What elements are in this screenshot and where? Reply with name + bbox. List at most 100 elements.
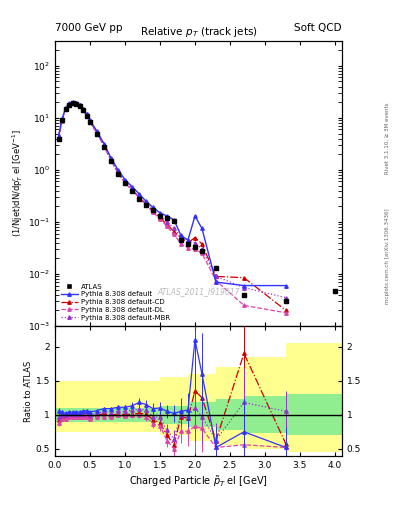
Pythia 8.308 default-CD: [165, 221, 169, 227]
Pythia 8.308 default: [165, 213, 169, 219]
Pythia 8.308 default: [56, 133, 61, 139]
Pythia 8.308 default-MBR: [88, 118, 92, 124]
Pythia 8.308 default-CD: [172, 229, 176, 235]
Y-axis label: Ratio to ATLAS: Ratio to ATLAS: [24, 360, 33, 421]
Pythia 8.308 default-CD: [143, 201, 148, 207]
Y-axis label: (1/Njet)dN/dp$^r_T$ el [GeV$^{-1}$]: (1/Njet)dN/dp$^r_T$ el [GeV$^{-1}$]: [10, 130, 25, 238]
Pythia 8.308 default-DL: [95, 131, 99, 137]
Pythia 8.308 default: [214, 279, 219, 285]
Pythia 8.308 default: [158, 210, 162, 216]
Pythia 8.308 default-CD: [123, 179, 127, 185]
Pythia 8.308 default-DL: [242, 302, 246, 308]
Text: Rivet 3.1.10, ≥ 3M events: Rivet 3.1.10, ≥ 3M events: [385, 102, 390, 174]
Line: Pythia 8.308 default-DL: Pythia 8.308 default-DL: [57, 101, 288, 314]
Text: 7000 GeV pp: 7000 GeV pp: [55, 23, 123, 33]
Pythia 8.308 default-MBR: [242, 285, 246, 291]
Pythia 8.308 default-DL: [116, 170, 120, 176]
Pythia 8.308 default-DL: [158, 216, 162, 222]
Pythia 8.308 default: [116, 167, 120, 173]
Pythia 8.308 default-CD: [70, 100, 75, 106]
Pythia 8.308 default-MBR: [200, 246, 204, 252]
Pythia 8.308 default: [108, 155, 113, 161]
Pythia 8.308 default-CD: [193, 234, 197, 241]
Pythia 8.308 default-DL: [214, 278, 219, 284]
Pythia 8.308 default: [200, 225, 204, 231]
Pythia 8.308 default-DL: [60, 118, 64, 124]
Pythia 8.308 default-MBR: [214, 273, 219, 280]
Pythia 8.308 default-DL: [151, 209, 155, 215]
Pythia 8.308 default: [242, 283, 246, 289]
Pythia 8.308 default: [81, 105, 85, 112]
Pythia 8.308 default-CD: [95, 130, 99, 136]
Pythia 8.308 default-CD: [63, 105, 68, 112]
Pythia 8.308 default-DL: [178, 241, 183, 247]
Pythia 8.308 default: [123, 177, 127, 183]
Pythia 8.308 default-DL: [165, 223, 169, 229]
Pythia 8.308 default-CD: [151, 207, 155, 214]
Pythia 8.308 default-MBR: [130, 185, 134, 191]
Pythia 8.308 default: [172, 217, 176, 223]
Pythia 8.308 default-CD: [60, 117, 64, 123]
Pythia 8.308 default-CD: [200, 241, 204, 247]
Pythia 8.308 default-MBR: [185, 238, 190, 244]
Legend: ATLAS, Pythia 8.308 default, Pythia 8.308 default-CD, Pythia 8.308 default-DL, P: ATLAS, Pythia 8.308 default, Pythia 8.30…: [59, 282, 172, 323]
Pythia 8.308 default-DL: [67, 101, 72, 108]
Pythia 8.308 default: [284, 283, 288, 289]
Pythia 8.308 default-CD: [102, 142, 107, 148]
Pythia 8.308 default-CD: [67, 101, 72, 107]
Pythia 8.308 default-MBR: [56, 134, 61, 140]
Pythia 8.308 default-MBR: [193, 240, 197, 246]
Pythia 8.308 default-MBR: [137, 194, 141, 200]
Pythia 8.308 default-MBR: [172, 225, 176, 231]
Pythia 8.308 default-MBR: [116, 168, 120, 175]
Pythia 8.308 default-MBR: [102, 142, 107, 148]
Text: mcplots.cern.ch [arXiv:1306.3436]: mcplots.cern.ch [arXiv:1306.3436]: [385, 208, 390, 304]
Pythia 8.308 default: [70, 99, 75, 105]
Pythia 8.308 default-DL: [200, 250, 204, 257]
Pythia 8.308 default-MBR: [81, 106, 85, 112]
Pythia 8.308 default: [151, 204, 155, 210]
Pythia 8.308 default-CD: [88, 118, 92, 124]
Pythia 8.308 default-CD: [56, 134, 61, 140]
Line: Pythia 8.308 default-CD: Pythia 8.308 default-CD: [57, 101, 288, 312]
Pythia 8.308 default-CD: [73, 100, 78, 106]
Pythia 8.308 default: [88, 117, 92, 123]
Pythia 8.308 default-DL: [70, 100, 75, 106]
Pythia 8.308 default: [67, 100, 72, 106]
Pythia 8.308 default-DL: [81, 107, 85, 113]
Pythia 8.308 default: [102, 140, 107, 146]
Pythia 8.308 default-DL: [137, 195, 141, 201]
Pythia 8.308 default: [63, 105, 68, 111]
Pythia 8.308 default: [185, 237, 190, 243]
Pythia 8.308 default-CD: [108, 157, 113, 163]
Pythia 8.308 default-MBR: [123, 178, 127, 184]
Pythia 8.308 default-CD: [77, 102, 82, 108]
Pythia 8.308 default-CD: [185, 240, 190, 246]
Pythia 8.308 default-MBR: [108, 156, 113, 162]
Pythia 8.308 default-CD: [242, 274, 246, 281]
Pythia 8.308 default: [77, 101, 82, 108]
Pythia 8.308 default: [137, 190, 141, 197]
Line: Pythia 8.308 default: Pythia 8.308 default: [57, 100, 288, 287]
Pythia 8.308 default-MBR: [165, 219, 169, 225]
Pythia 8.308 default-CD: [84, 112, 89, 118]
Pythia 8.308 default: [60, 116, 64, 122]
Pythia 8.308 default-DL: [84, 113, 89, 119]
Pythia 8.308 default-DL: [63, 106, 68, 113]
Pythia 8.308 default-DL: [56, 136, 61, 142]
Line: Pythia 8.308 default-MBR: Pythia 8.308 default-MBR: [57, 101, 288, 300]
Pythia 8.308 default-DL: [102, 143, 107, 150]
Pythia 8.308 default-CD: [284, 307, 288, 313]
Pythia 8.308 default-DL: [143, 202, 148, 208]
Pythia 8.308 default-MBR: [77, 102, 82, 108]
Text: Soft QCD: Soft QCD: [294, 23, 342, 33]
Pythia 8.308 default-DL: [284, 310, 288, 316]
Pythia 8.308 default: [143, 198, 148, 204]
Pythia 8.308 default-MBR: [158, 213, 162, 219]
Pythia 8.308 default-DL: [77, 103, 82, 109]
Pythia 8.308 default-CD: [178, 234, 183, 241]
Pythia 8.308 default-MBR: [284, 295, 288, 301]
Pythia 8.308 default: [193, 213, 197, 219]
Pythia 8.308 default-CD: [214, 273, 219, 280]
Pythia 8.308 default-CD: [116, 169, 120, 176]
